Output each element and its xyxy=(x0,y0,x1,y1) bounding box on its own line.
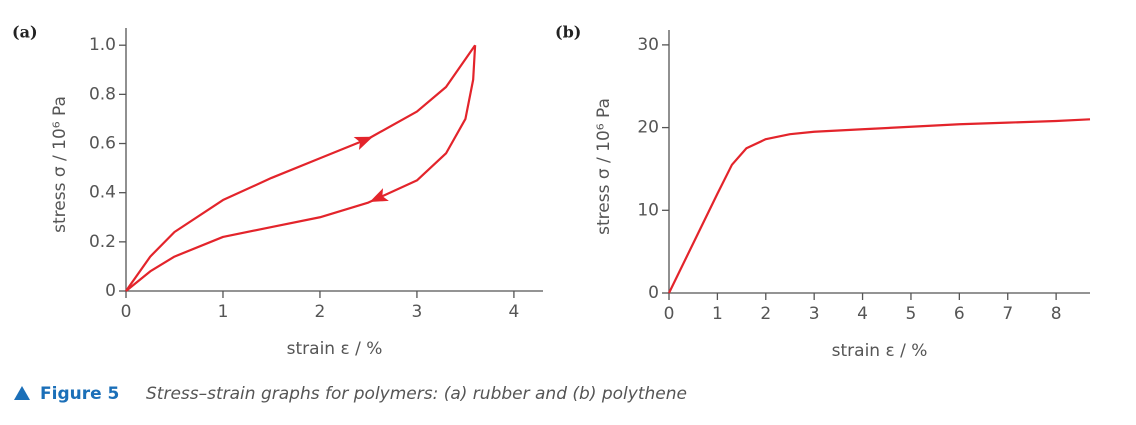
y-tick-label: 1.0 xyxy=(89,35,116,55)
curve xyxy=(125,45,477,292)
caption-label: Figure 5 xyxy=(40,384,119,404)
x-tick-label: 1 xyxy=(712,304,723,324)
x-tick-label: 1 xyxy=(218,302,229,322)
x-tick-label: 2 xyxy=(315,302,326,322)
caption-text: Stress–strain graphs for polymers: (a) r… xyxy=(146,384,687,404)
caption-icon xyxy=(14,386,30,400)
x-tick-label: 5 xyxy=(906,304,917,324)
y-axis-label: stress σ / 10⁶ Pa xyxy=(594,98,614,235)
x-tick-label: 3 xyxy=(412,302,423,322)
x-tick-label: 3 xyxy=(809,304,820,324)
x-axis-label: strain ε / % xyxy=(832,341,928,361)
y-tick-label: 0.4 xyxy=(89,183,116,203)
direction-arrow xyxy=(369,188,389,202)
y-axis-label: stress σ / 10⁶ Pa xyxy=(50,96,70,233)
y-tick-label: 0 xyxy=(105,281,116,301)
y-tick-label: 0 xyxy=(648,283,659,303)
x-tick-label: 0 xyxy=(121,302,132,322)
y-tick-label: 20 xyxy=(637,118,659,138)
y-tick-label: 10 xyxy=(637,200,659,220)
x-tick-label: 6 xyxy=(954,304,965,324)
x-axis-label: strain ε / % xyxy=(287,339,383,359)
y-tick-label: 0.8 xyxy=(89,84,116,104)
y-tick-label: 0.2 xyxy=(89,232,116,252)
x-tick-label: 2 xyxy=(760,304,771,324)
y-tick-label: 30 xyxy=(637,35,659,55)
direction-arrow xyxy=(353,136,373,151)
x-tick-label: 4 xyxy=(857,304,868,324)
x-tick-label: 4 xyxy=(508,302,519,322)
x-tick-label: 8 xyxy=(1051,304,1062,324)
x-tick-label: 0 xyxy=(664,304,675,324)
panel-label: (b) xyxy=(555,23,581,42)
curve xyxy=(668,118,1091,294)
panel-label: (a) xyxy=(12,23,38,42)
curve xyxy=(125,44,477,292)
x-tick-label: 7 xyxy=(1002,304,1013,324)
y-tick-label: 0.6 xyxy=(89,134,116,154)
